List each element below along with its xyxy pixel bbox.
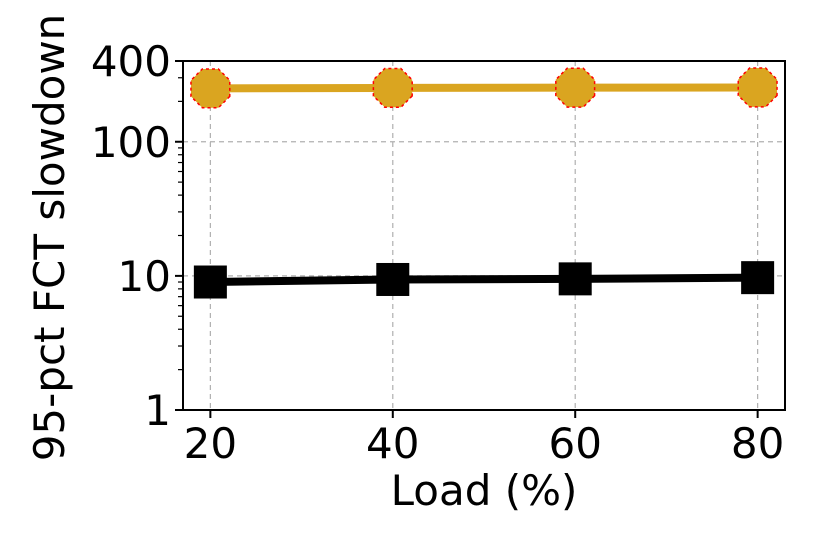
ticks: 20 40 60 80 1 10 100 400	[91, 37, 785, 468]
y-tick-label: 1	[144, 386, 171, 435]
octagon-marker	[555, 67, 596, 108]
y-axis-title: 95-pct FCT slowdown	[25, 14, 74, 462]
series-line	[210, 83, 758, 93]
octagon-marker	[372, 67, 413, 109]
y-tick-label: 400	[91, 37, 171, 86]
x-tick-label: 60	[548, 419, 601, 468]
x-tick-label: 80	[731, 419, 784, 468]
x-tick-label: 40	[366, 419, 419, 468]
series-layer	[190, 67, 778, 299]
octagon-marker	[190, 68, 231, 109]
square-marker	[376, 262, 410, 296]
square-marker	[558, 262, 592, 296]
y-tick-label: 100	[91, 118, 171, 167]
x-axis-title: Load (%)	[391, 466, 578, 515]
plot-frame	[182, 60, 786, 411]
series-line	[210, 273, 758, 287]
grid	[183, 60, 785, 410]
x-tick-label: 20	[184, 419, 237, 468]
octagon-marker	[737, 67, 778, 108]
square-marker	[193, 265, 227, 299]
y-tick-label: 10	[118, 252, 171, 301]
square-marker	[741, 261, 775, 295]
